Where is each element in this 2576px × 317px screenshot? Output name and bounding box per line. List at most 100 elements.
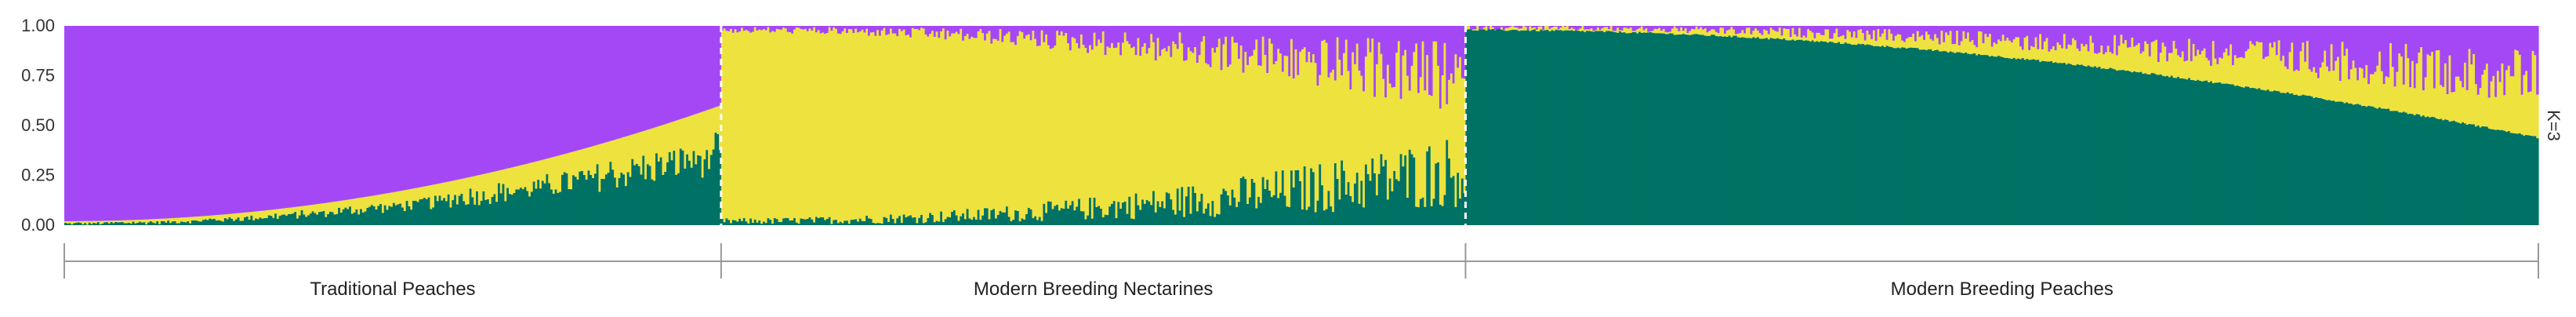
bar-segment-yellow (878, 35, 882, 224)
bar-segment-purple (1424, 26, 1427, 91)
bar-segment-yellow (528, 162, 532, 197)
bar-segment-purple (727, 26, 731, 31)
bar-segment-purple (651, 26, 654, 129)
bar-segment-purple (287, 26, 291, 208)
bar-segment-green (1382, 166, 1385, 225)
bar-segment-yellow (2341, 42, 2345, 102)
bar-segment-green (2271, 91, 2274, 225)
bar-segment-green (1745, 38, 1749, 226)
bar-segment-green (2415, 114, 2418, 225)
bar-segment-purple (460, 26, 463, 179)
bar-segment-green (1686, 35, 1689, 226)
bar-segment-green (1725, 36, 1729, 225)
bar-segment-green (1253, 182, 1256, 225)
bar-segment-yellow (2277, 40, 2281, 92)
bar-segment-yellow (952, 33, 956, 210)
bar-segment-green (1439, 204, 1442, 225)
bar-segment-yellow (1651, 31, 1655, 33)
bar-segment-yellow (2442, 86, 2445, 121)
bar-segment-green (510, 195, 514, 225)
bar-segment-yellow (1719, 27, 1722, 36)
bar-segment-yellow (1673, 26, 1677, 35)
bar-segment-green (561, 174, 564, 225)
bar-segment-green (476, 191, 479, 225)
bar-segment-purple (1778, 26, 1782, 28)
bar-segment-yellow (637, 132, 641, 166)
bar-segment-yellow (2010, 42, 2014, 59)
bar-segment-green (1459, 199, 1462, 225)
bar-segment-purple (1954, 26, 1957, 44)
bar-segment-yellow (793, 29, 796, 218)
bar-segment-purple (1217, 26, 1221, 39)
bar-segment-yellow (201, 216, 205, 220)
bar-segment-green (1662, 33, 1666, 225)
bar-segment-green (2222, 83, 2226, 225)
bar-segment-purple (1073, 26, 1076, 38)
bar-segment-yellow (550, 157, 553, 190)
bar-segment-green (850, 220, 854, 225)
bar-segment-green (793, 217, 796, 225)
bar-segment-purple (2454, 26, 2458, 77)
bar-segment-yellow (1062, 35, 1065, 210)
bar-segment-purple (955, 26, 959, 32)
bar-segment-purple (769, 26, 772, 33)
bar-segment-yellow (1605, 27, 1609, 31)
bar-segment-green (421, 199, 424, 225)
bar-segment-purple (136, 26, 140, 220)
bar-segment-green (769, 220, 772, 225)
bar-segment-purple (1553, 26, 1556, 27)
bar-segment-purple (2155, 26, 2158, 40)
bar-segment-green (786, 217, 790, 225)
bar-segment-purple (154, 26, 157, 220)
bar-segment-purple (2211, 26, 2215, 42)
bar-segment-green (979, 220, 982, 225)
bar-segment-yellow (1684, 27, 1688, 35)
bar-segment-green (900, 223, 904, 225)
bar-segment-purple (863, 26, 866, 33)
bar-segment-purple (2200, 26, 2204, 51)
bar-segment-purple (935, 26, 938, 32)
bar-segment-green (414, 200, 418, 225)
bar-segment-purple (1774, 26, 1777, 31)
bar-segment-yellow (2523, 75, 2526, 136)
bar-segment-green (1638, 31, 1642, 226)
bar-segment-yellow (493, 171, 496, 195)
bar-segment-green (684, 168, 687, 225)
bar-segment-green (1095, 206, 1098, 225)
bar-segment-yellow (156, 219, 159, 221)
bar-segment-green (2507, 131, 2511, 225)
bar-segment-green (1912, 47, 1915, 225)
bar-segment-green (281, 214, 284, 225)
bar-segment-green (1515, 30, 1519, 226)
bar-segment-purple (1794, 26, 1797, 35)
bar-segment-green (2113, 69, 2117, 225)
bar-segment-purple (698, 26, 702, 113)
bar-segment-yellow (2073, 40, 2077, 66)
bar-segment-yellow (112, 220, 115, 224)
bar-segment-purple (1119, 26, 1123, 56)
bar-segment-green (1557, 30, 1561, 225)
bar-segment-purple (1947, 26, 1950, 35)
bar-segment-purple (1888, 26, 1891, 30)
bar-segment-green (720, 218, 724, 225)
bar-segment-green (1325, 209, 1329, 225)
bar-segment-yellow (397, 191, 400, 205)
bar-segment-green (1598, 31, 1602, 226)
bar-segment-purple (883, 26, 886, 28)
bar-segment-green (1286, 206, 1289, 225)
bar-segment-green (712, 149, 716, 225)
bar-segment-purple (82, 26, 85, 221)
bar-segment-purple (714, 26, 717, 107)
bar-segment-purple (209, 26, 212, 216)
bar-segment-purple (1513, 26, 1517, 27)
bar-segment-green (1728, 35, 1732, 225)
bar-segment-yellow (675, 120, 678, 175)
bar-segment-purple (1067, 26, 1070, 44)
bar-segment-green (1152, 191, 1156, 225)
bar-segment-yellow (1192, 53, 1195, 187)
bar-segment-green (1743, 37, 1747, 225)
bar-segment-purple (1154, 26, 1158, 60)
bar-segment-yellow (414, 188, 418, 201)
bar-segment-purple (2349, 26, 2353, 70)
bar-segment-yellow (423, 186, 426, 199)
